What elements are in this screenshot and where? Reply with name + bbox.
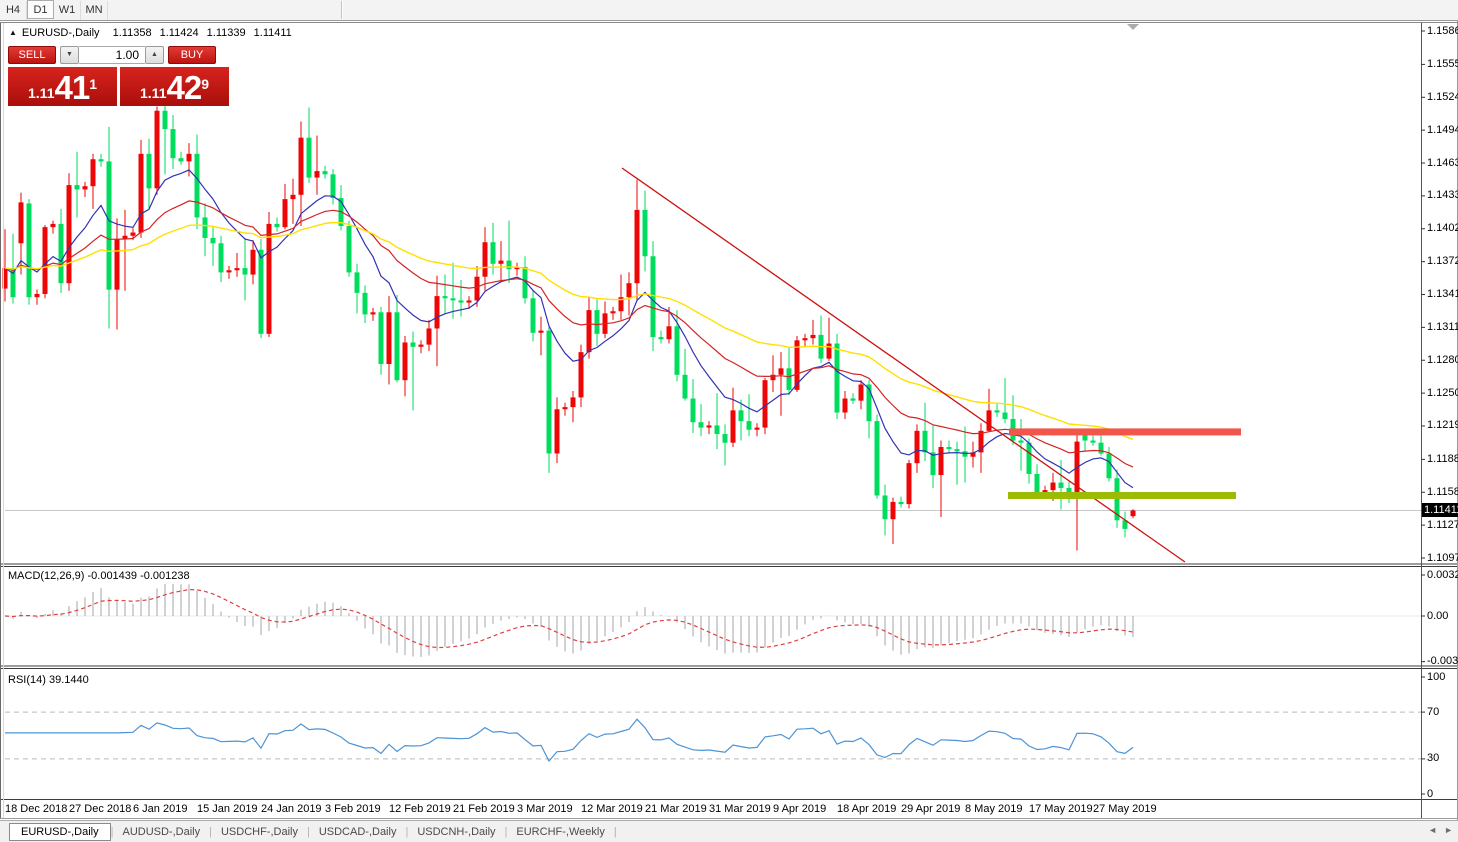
time-axis-label: 15 Jan 2019	[197, 803, 258, 815]
sell-price-display[interactable]: 1.11 41 1	[8, 67, 117, 106]
timeframe-button-h4[interactable]: H4	[0, 1, 27, 20]
volume-input[interactable]	[79, 46, 145, 64]
tab-separator: |	[405, 825, 409, 838]
macd-axis-label: -0.00365	[1427, 655, 1458, 668]
rsi-axis-label: 70	[1427, 705, 1440, 718]
sell-price-prefix: 1.11	[28, 85, 55, 101]
macd-axis-label: 0.00	[1427, 609, 1449, 622]
timeframe-button-d1[interactable]: D1	[27, 0, 54, 19]
ema-mid-line	[4, 200, 1134, 468]
timeframe-toolbar: H4 D1 W1 MN	[0, 0, 1458, 21]
chart-tab-usdcad[interactable]: USDCAD-,Daily	[318, 825, 397, 838]
time-axis-label: 9 Apr 2019	[773, 803, 827, 815]
resistance-line[interactable]	[1009, 428, 1241, 436]
tab-separator: |	[613, 825, 617, 838]
ema-fast-line	[4, 169, 1134, 489]
time-axis-label: 3 Feb 2019	[325, 803, 381, 815]
time-axis-label: 21 Feb 2019	[453, 803, 515, 815]
price-axis-label: 1.14635	[1427, 156, 1458, 169]
buy-button[interactable]: BUY	[168, 46, 216, 64]
price-axis-label: 1.12195	[1427, 419, 1458, 432]
time-axis-label: 18 Dec 2018	[5, 803, 68, 815]
time-axis-label: 12 Feb 2019	[389, 803, 451, 815]
rsi-axis-label: 0	[1427, 787, 1434, 800]
time-axis-label: 8 May 2019	[965, 803, 1023, 815]
time-axis-label: 24 Jan 2019	[261, 803, 322, 815]
sell-price-big: 41	[54, 69, 90, 106]
chart-tab-eurchf[interactable]: EURCHF-,Weekly	[516, 825, 605, 838]
price-axis-label: 1.14330	[1427, 189, 1458, 202]
rsi-line	[5, 718, 1134, 763]
rsi-title: RSI(14) 39.1440	[8, 674, 89, 686]
collapse-triangle-icon[interactable]: ▲	[9, 28, 17, 37]
time-axis-label: 27 May 2019	[1093, 803, 1157, 815]
support-line[interactable]	[1008, 491, 1236, 499]
chart-tab-usdchf[interactable]: USDCHF-,Daily	[220, 825, 298, 838]
timeframe-button-mn[interactable]: MN	[81, 1, 108, 20]
volume-decrease-button[interactable]: ▼	[60, 46, 79, 64]
buy-price-prefix: 1.11	[140, 85, 167, 101]
time-axis-label: 3 Mar 2019	[517, 803, 573, 815]
price-axis-label: 1.11275	[1427, 518, 1458, 531]
symbol-tab-bar: EURUSD-,Daily | AUDUSD-,Daily | USDCHF-,Dail…	[0, 820, 1458, 842]
price-axis-label: 1.15550	[1427, 57, 1458, 70]
toolbar-divider	[341, 1, 343, 19]
price-axis-label: 1.15860	[1427, 24, 1458, 37]
macd-axis-label: 0.00328	[1427, 568, 1458, 581]
buy-price-pipette: 9	[201, 76, 209, 92]
ohlc-close: 1.11411	[253, 27, 292, 39]
price-axis-label: 1.13415	[1427, 288, 1458, 300]
price-axis-label: 1.11580	[1427, 485, 1458, 498]
chart-shift-marker-icon[interactable]	[1127, 24, 1139, 30]
time-axis-label: 29 Apr 2019	[901, 803, 961, 815]
price-axis-label: 1.15245	[1427, 90, 1458, 103]
buy-price-big: 42	[166, 69, 202, 106]
price-axis-label: 1.13720	[1427, 255, 1458, 268]
ohlc-high: 1.11424	[159, 27, 199, 39]
time-axis-label: 21 Mar 2019	[645, 803, 707, 815]
time-axis-label: 17 May 2019	[1029, 803, 1093, 815]
tabs-scroll-left-icon[interactable]: ◄	[1428, 825, 1437, 835]
chart-header: ▲ EURUSD-,Daily 1.11358 1.11424 1.11339 1…	[9, 27, 297, 39]
volume-increase-button[interactable]: ▲	[145, 46, 164, 64]
symbol-title: EURUSD-,Daily	[21, 27, 100, 39]
tab-separator: |	[209, 825, 212, 838]
tab-separator: |	[110, 825, 114, 838]
time-axis-label: 18 Apr 2019	[837, 803, 897, 815]
price-axis-label: 1.12805	[1427, 353, 1458, 366]
rsi-axis-label: 30	[1427, 752, 1440, 765]
chart-tab-eurusd[interactable]: EURUSD-,Daily	[9, 822, 111, 841]
time-axis-label: 6 Jan 2019	[133, 803, 188, 815]
time-axis-label: 12 Mar 2019	[581, 803, 643, 815]
ohlc-low: 1.11339	[206, 27, 246, 39]
time-axis-label: 27 Dec 2018	[69, 803, 132, 815]
price-axis-label: 1.13110	[1427, 320, 1458, 333]
buy-price-display[interactable]: 1.11 42 9	[120, 67, 229, 106]
tab-separator: |	[504, 825, 508, 838]
macd-title: MACD(12,26,9) -0.001439 -0.001238	[8, 570, 190, 582]
chart-tab-usdcnh[interactable]: USDCNH-,Daily	[417, 825, 496, 838]
macd-signal-line	[4, 588, 1134, 649]
tabs-scroll-right-icon[interactable]: ►	[1444, 825, 1453, 835]
sell-price-pipette: 1	[89, 76, 97, 92]
ohlc-open: 1.11358	[112, 27, 152, 39]
price-axis-label: 1.11885	[1427, 452, 1458, 465]
price-axis-label: 1.12500	[1427, 386, 1458, 399]
price-axis-label: 1.14940	[1427, 123, 1458, 136]
tab-separator: |	[306, 825, 310, 838]
timeframe-button-w1[interactable]: W1	[54, 1, 81, 20]
price-axis-label: 1.14025	[1427, 222, 1458, 235]
rsi-axis-label: 100	[1427, 670, 1446, 683]
current-price-tag: 1.11411	[1422, 503, 1458, 518]
sell-button[interactable]: SELL	[8, 46, 56, 64]
chart-tab-audusd[interactable]: AUDUSD-,Daily	[122, 825, 201, 838]
time-axis-label: 31 Mar 2019	[709, 803, 771, 815]
